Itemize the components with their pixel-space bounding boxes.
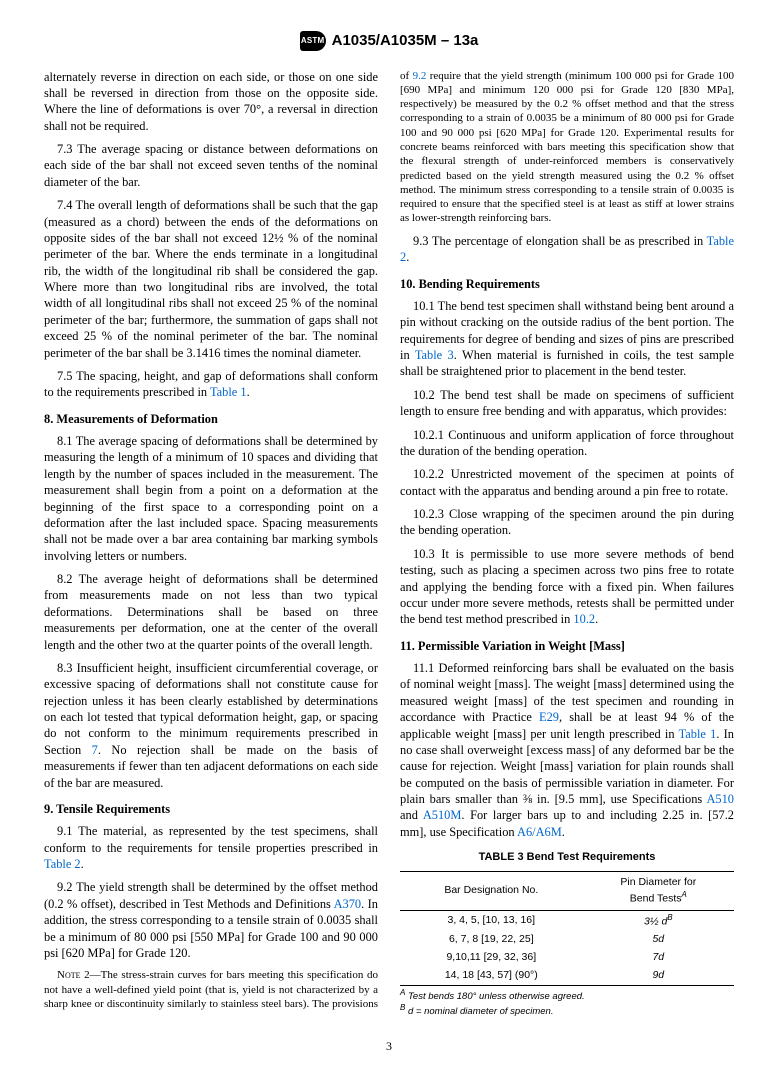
page-number: 3 — [44, 1039, 734, 1054]
para-11-1: 11.1 Deformed reinforcing bars shall be … — [400, 660, 734, 840]
link-a6-a6m[interactable]: A6/A6M — [517, 825, 562, 839]
table-row: 3, 4, 5, [10, 13, 16] 3½ dB — [400, 910, 734, 931]
para-8-2: 8.2 The average height of deformations s… — [44, 571, 378, 653]
para-8-3: 8.3 Insufficient height, insufficient ci… — [44, 660, 378, 791]
table-row: 9,10,11 [29, 32, 36] 7d — [400, 949, 734, 967]
heading-10: 10. Bending Requirements — [400, 276, 734, 292]
para-7-5: 7.5 The spacing, height, and gap of defo… — [44, 368, 378, 401]
para-11-1-d: and — [400, 808, 423, 822]
heading-8: 8. Measurements of Deformation — [44, 411, 378, 427]
table-3-title: TABLE 3 Bend Test Requirements — [400, 850, 734, 865]
para-9-2: 9.2 The yield strength shall be determin… — [44, 879, 378, 961]
para-7-3: 7.3 The average spacing or distance betw… — [44, 141, 378, 190]
para-9-2-pre: 9.2 The yield strength shall be determin… — [44, 880, 378, 910]
para-10-3: 10.3 It is permissible to use more sever… — [400, 546, 734, 628]
heading-9: 9. Tensile Requirements — [44, 801, 378, 817]
para-8-1: 8.1 The average spacing of deformations … — [44, 433, 378, 564]
table-3-footnotes: A Test bends 180° unless otherwise agree… — [400, 988, 734, 1019]
link-table-2a[interactable]: Table 2 — [44, 857, 81, 871]
footnote-b-b: = nominal diameter of specimen. — [413, 1006, 553, 1017]
para-9-3: 9.3 The percentage of elongation shall b… — [400, 233, 734, 266]
para-10-2-2: 10.2.2 Unrestricted movement of the spec… — [400, 466, 734, 499]
table-cell-val: 3½ d — [644, 915, 667, 927]
table-cell: 7d — [583, 949, 734, 967]
table-cell-val: 5d — [652, 933, 664, 945]
note-2-label: Note 2— — [57, 969, 101, 981]
page: ASTM A1035/A1035M – 13a alternately reve… — [0, 0, 778, 1084]
para-10-1: 10.1 The bend test specimen shall withst… — [400, 298, 734, 380]
document-title: A1035/A1035M – 13a — [332, 32, 479, 49]
table-cell-val: 9d — [652, 969, 664, 981]
link-a510[interactable]: A510 — [706, 792, 734, 806]
para-9-1: 9.1 The material, as represented by the … — [44, 823, 378, 872]
table-3-header-2b: Bend Tests — [630, 892, 682, 904]
page-header: ASTM A1035/A1035M – 13a — [44, 30, 734, 51]
table-cell: 3, 4, 5, [10, 13, 16] — [400, 910, 583, 931]
para-9-3-pre: 9.3 The percentage of elongation shall b… — [413, 234, 707, 248]
para-10-2: 10.2 The bend test shall be made on spec… — [400, 387, 734, 420]
table-3-header-2a: Pin Diameter for — [620, 876, 696, 888]
table-cell: 9,10,11 [29, 32, 36] — [400, 949, 583, 967]
table-cell-val: 7d — [652, 951, 664, 963]
table-row: 6, 7, 8 [19, 22, 25] 5d — [400, 931, 734, 949]
para-11-1-f: . — [562, 825, 565, 839]
table-cell-sup: B — [667, 913, 672, 922]
link-a370[interactable]: A370 — [334, 897, 362, 911]
link-table-1b[interactable]: Table 1 — [679, 727, 717, 741]
para-10-3-pre: 10.3 It is permissible to use more sever… — [400, 547, 734, 627]
table-3: Bar Designation No. Pin Diameter for Ben… — [400, 871, 734, 986]
para-10-3-post: . — [595, 612, 598, 626]
astm-logo-icon: ASTM — [300, 31, 326, 51]
link-table-1[interactable]: Table 1 — [210, 385, 247, 399]
table-3-block: TABLE 3 Bend Test Requirements Bar Desig… — [400, 850, 734, 1019]
link-e29[interactable]: E29 — [539, 710, 559, 724]
table-cell: 14, 18 [43, 57] (90°) — [400, 967, 583, 985]
table-cell: 6, 7, 8 [19, 22, 25] — [400, 931, 583, 949]
para-10-2-3: 10.2.3 Close wrapping of the specimen ar… — [400, 506, 734, 539]
table-cell: 9d — [583, 967, 734, 985]
heading-11: 11. Permissible Variation in Weight [Mas… — [400, 638, 734, 654]
para-7-4: 7.4 The overall length of deformations s… — [44, 197, 378, 361]
para-9-3-post: . — [406, 250, 409, 264]
table-cell: 5d — [583, 931, 734, 949]
link-10-2[interactable]: 10.2 — [573, 612, 595, 626]
para-10-2-1: 10.2.1 Continuous and uniform applicatio… — [400, 427, 734, 460]
table-3-header-2: Pin Diameter for Bend TestsA — [583, 871, 734, 910]
table-cell: 3½ dB — [583, 910, 734, 931]
body-columns: alternately reverse in direction on each… — [44, 69, 734, 1019]
link-a510m[interactable]: A510M — [423, 808, 462, 822]
note-2-b: require that the yield strength (minimum… — [400, 70, 734, 225]
para-7-continuation: alternately reverse in direction on each… — [44, 69, 378, 135]
para-7-5-post: . — [247, 385, 250, 399]
footnote-a-text: Test bends 180° unless otherwise agreed. — [405, 991, 584, 1002]
link-table-3[interactable]: Table 3 — [415, 348, 454, 362]
para-9-1-pre: 9.1 The material, as represented by the … — [44, 824, 378, 854]
link-9-2[interactable]: 9.2 — [413, 70, 427, 82]
table-3-header-1: Bar Designation No. — [400, 871, 583, 910]
para-9-1-post: . — [81, 857, 84, 871]
table-row: 14, 18 [43, 57] (90°) 9d — [400, 967, 734, 985]
footnote-a: A Test bends 180° unless otherwise agree… — [400, 988, 734, 1004]
table-3-header-sup: A — [682, 890, 687, 899]
footnote-b: B d = nominal diameter of specimen. — [400, 1003, 734, 1019]
